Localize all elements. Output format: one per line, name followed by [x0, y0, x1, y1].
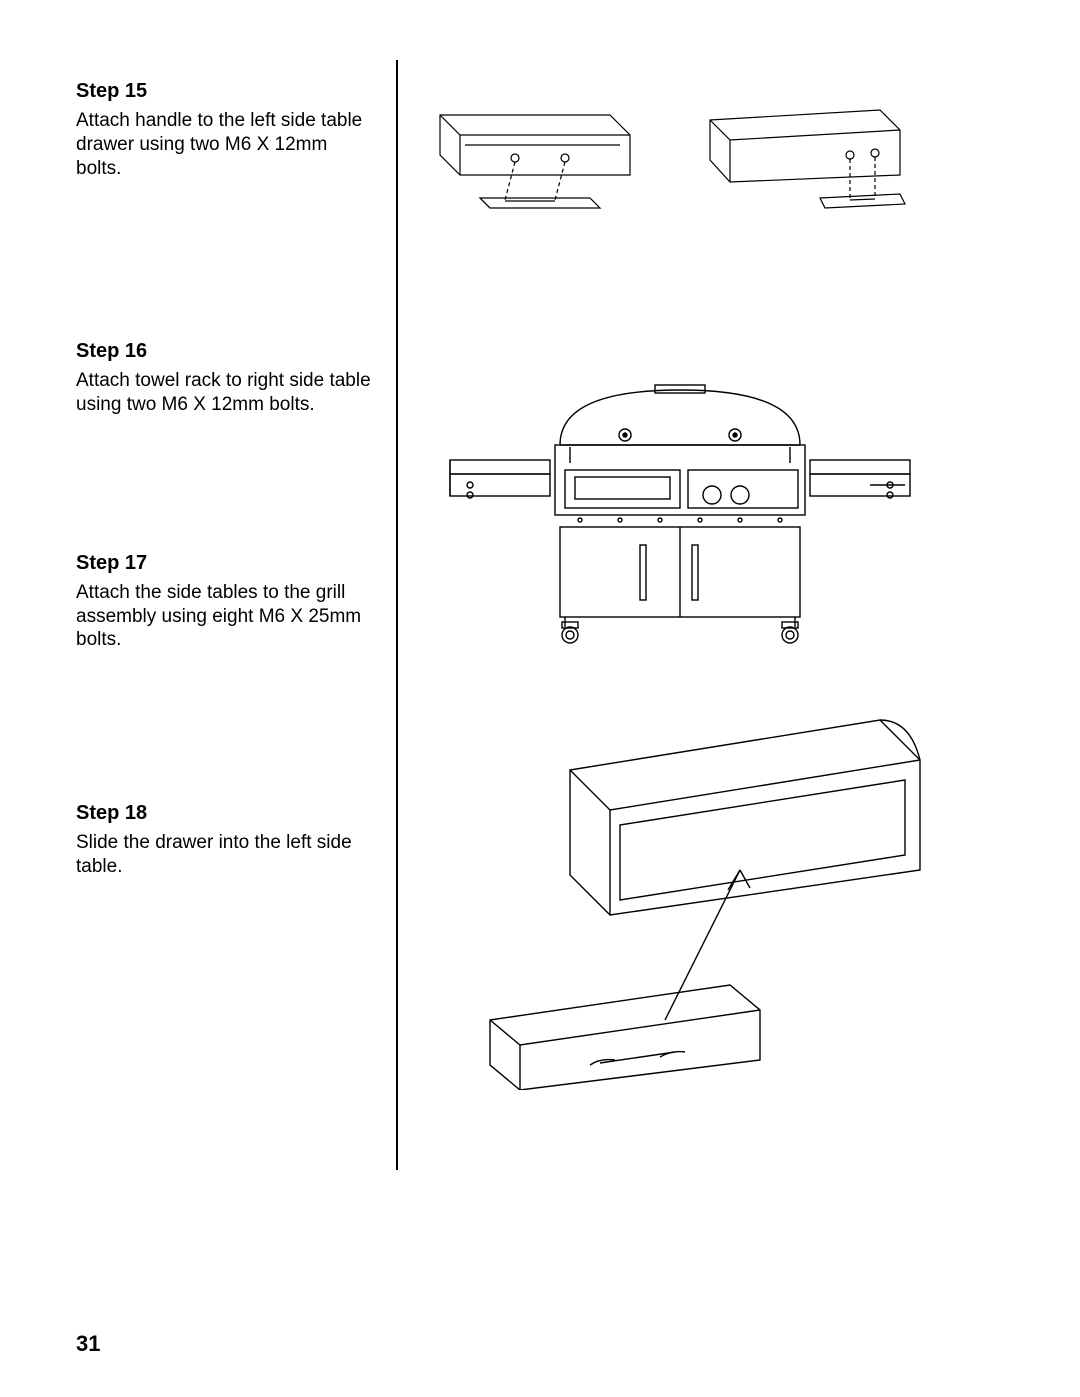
- step-title: Step 18: [76, 802, 376, 825]
- step-title: Step 17: [76, 552, 376, 575]
- step-body: Attach handle to the left side table dra…: [76, 109, 376, 180]
- manual-page: Step 15 Attach handle to the left side t…: [0, 0, 1080, 1397]
- column-divider: [396, 60, 398, 1170]
- step-body: Attach the side tables to the grill asse…: [76, 581, 376, 652]
- step-title: Step 16: [76, 340, 376, 363]
- step-body: Attach towel rack to right side table us…: [76, 369, 376, 417]
- step-body: Slide the drawer into the left side tabl…: [76, 831, 376, 879]
- page-number: 31: [76, 1331, 100, 1357]
- step-18: Step 18 Slide the drawer into the left s…: [76, 802, 376, 879]
- illustration-grill-assembly: [430, 345, 930, 645]
- content-row: Step 15 Attach handle to the left side t…: [76, 60, 1030, 1170]
- illustration-step18: [450, 690, 950, 1090]
- step-title: Step 15: [76, 80, 376, 103]
- illustration-step15-left: [430, 100, 650, 220]
- instructions-column: Step 15 Attach handle to the left side t…: [76, 60, 396, 1170]
- step-15: Step 15 Attach handle to the left side t…: [76, 80, 376, 180]
- step-17: Step 17 Attach the side tables to the gr…: [76, 552, 376, 652]
- illustration-step15-right: [700, 100, 920, 220]
- step-16: Step 16 Attach towel rack to right side …: [76, 340, 376, 417]
- illustrations-column: [410, 60, 1030, 1170]
